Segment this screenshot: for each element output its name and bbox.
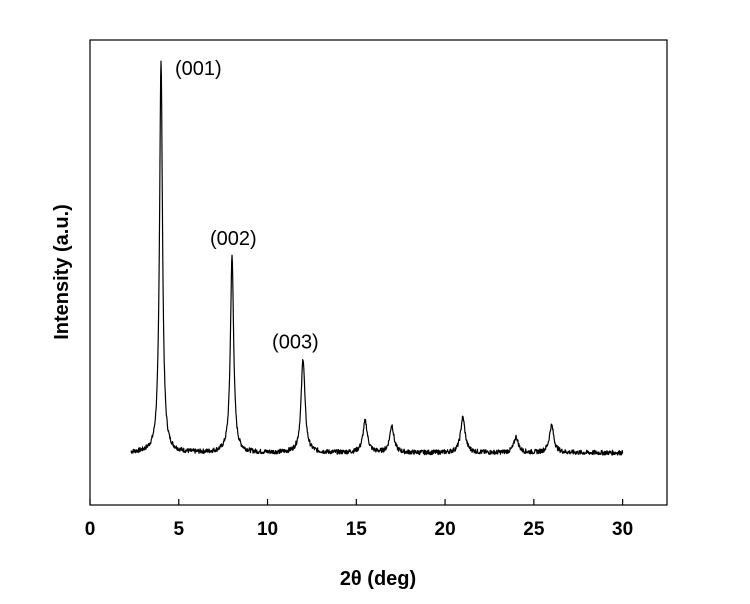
x-tick-label-5: 5 — [173, 519, 184, 540]
x-tick-label-30: 30 — [612, 519, 633, 540]
y-axis-title: Intensity (a.u.) — [51, 204, 73, 340]
x-tick-label-10: 10 — [257, 519, 278, 540]
x-tick-label-25: 25 — [523, 519, 545, 540]
x-tick-label-0: 0 — [85, 519, 96, 540]
peak-label-003: (003) — [272, 332, 319, 354]
plot-frame — [89, 39, 668, 506]
peak-label-002: (002) — [210, 228, 257, 250]
x-tick-label-20: 20 — [435, 519, 456, 540]
peak-label-001: (001) — [175, 58, 222, 80]
x-axis-tick-labels: 0 5 10 15 20 25 30 — [85, 519, 633, 540]
x-tick-label-15: 15 — [346, 519, 368, 540]
peak-annotations: (001) (002) (003) — [175, 58, 319, 354]
x-axis-title: 2θ (deg) — [340, 568, 416, 590]
x-axis-ticks — [89, 499, 624, 505]
xrd-pattern-line — [130, 60, 624, 456]
